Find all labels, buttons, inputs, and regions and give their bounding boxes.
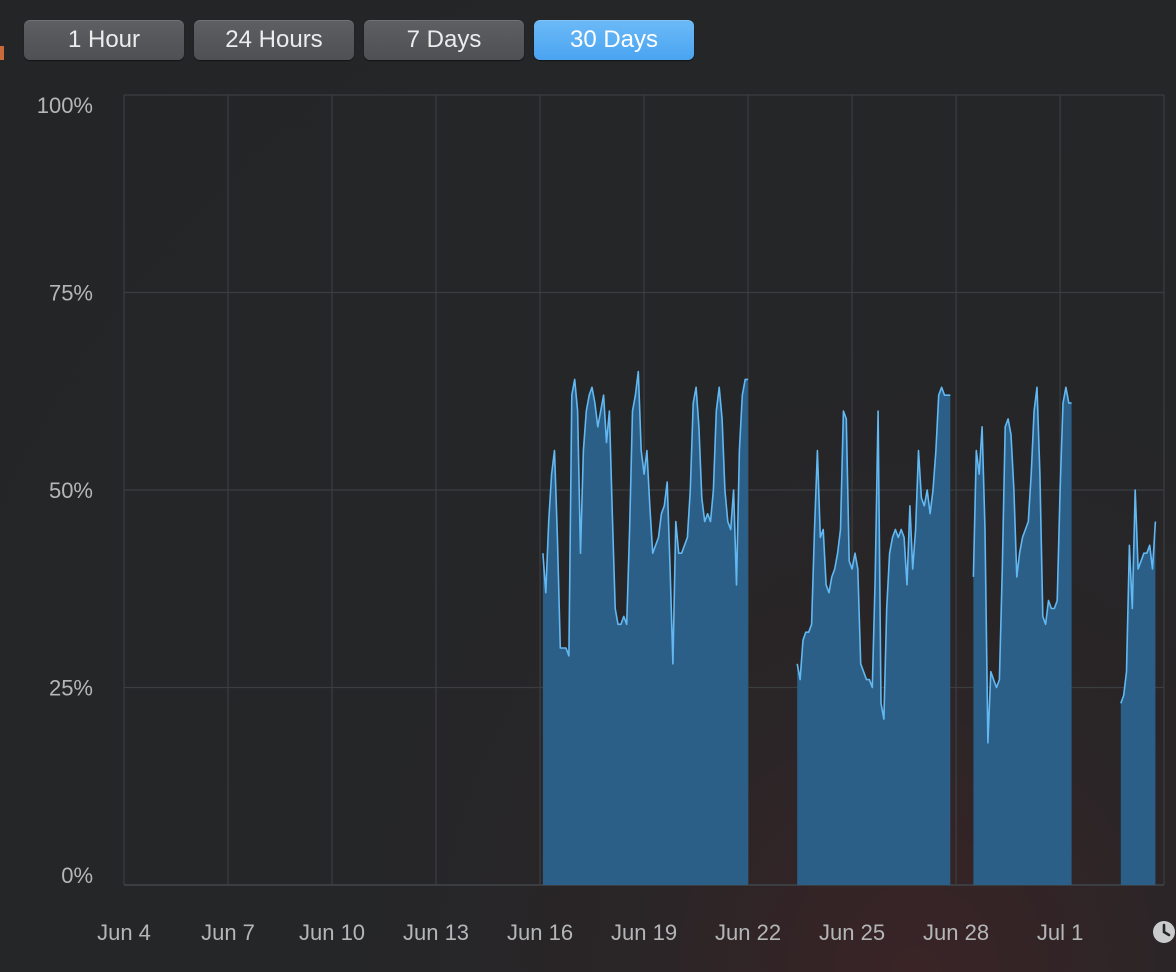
window-edge-marker <box>0 46 4 60</box>
tab-7-days[interactable]: 7 Days <box>364 20 524 60</box>
line-segment-0 <box>542 370 749 665</box>
x-tick-label: Jun 13 <box>403 920 469 945</box>
clock-icon[interactable] <box>1152 919 1176 945</box>
x-tick-label: Jun 19 <box>611 920 677 945</box>
x-axis-labels: Jun 4 Jun 7 Jun 10 Jun 13 Jun 16 Jun 19 Jun 22… <box>97 920 1083 945</box>
x-tick-label: Jun 25 <box>819 920 885 945</box>
area-segment-3 <box>1120 490 1156 885</box>
y-tick-label: 0% <box>61 863 93 888</box>
x-tick-label: Jun 7 <box>201 920 255 945</box>
area-segment-2 <box>973 387 1072 885</box>
x-tick-label: Jul 1 <box>1037 920 1083 945</box>
x-tick-label: Jun 28 <box>923 920 989 945</box>
x-tick-label: Jun 4 <box>97 920 151 945</box>
line-segment-1 <box>796 386 951 720</box>
line-segment-2 <box>972 386 1072 744</box>
tab-1-hour[interactable]: 1 Hour <box>24 20 184 60</box>
chart-area-series <box>542 370 1157 885</box>
line-segment-3 <box>1120 489 1157 704</box>
y-axis-labels: 0% 25% 50% 75% 100% <box>37 93 93 888</box>
x-tick-label: Jun 22 <box>715 920 781 945</box>
y-tick-label: 75% <box>49 281 93 306</box>
area-segment-0 <box>542 371 749 885</box>
tab-30-days[interactable]: 30 Days <box>534 20 694 60</box>
y-tick-label: 25% <box>49 676 93 701</box>
tab-24-hours[interactable]: 24 Hours <box>194 20 354 60</box>
x-tick-label: Jun 10 <box>299 920 365 945</box>
x-tick-label: Jun 16 <box>507 920 573 945</box>
y-tick-label: 50% <box>49 478 93 503</box>
y-tick-label: 100% <box>37 93 93 118</box>
